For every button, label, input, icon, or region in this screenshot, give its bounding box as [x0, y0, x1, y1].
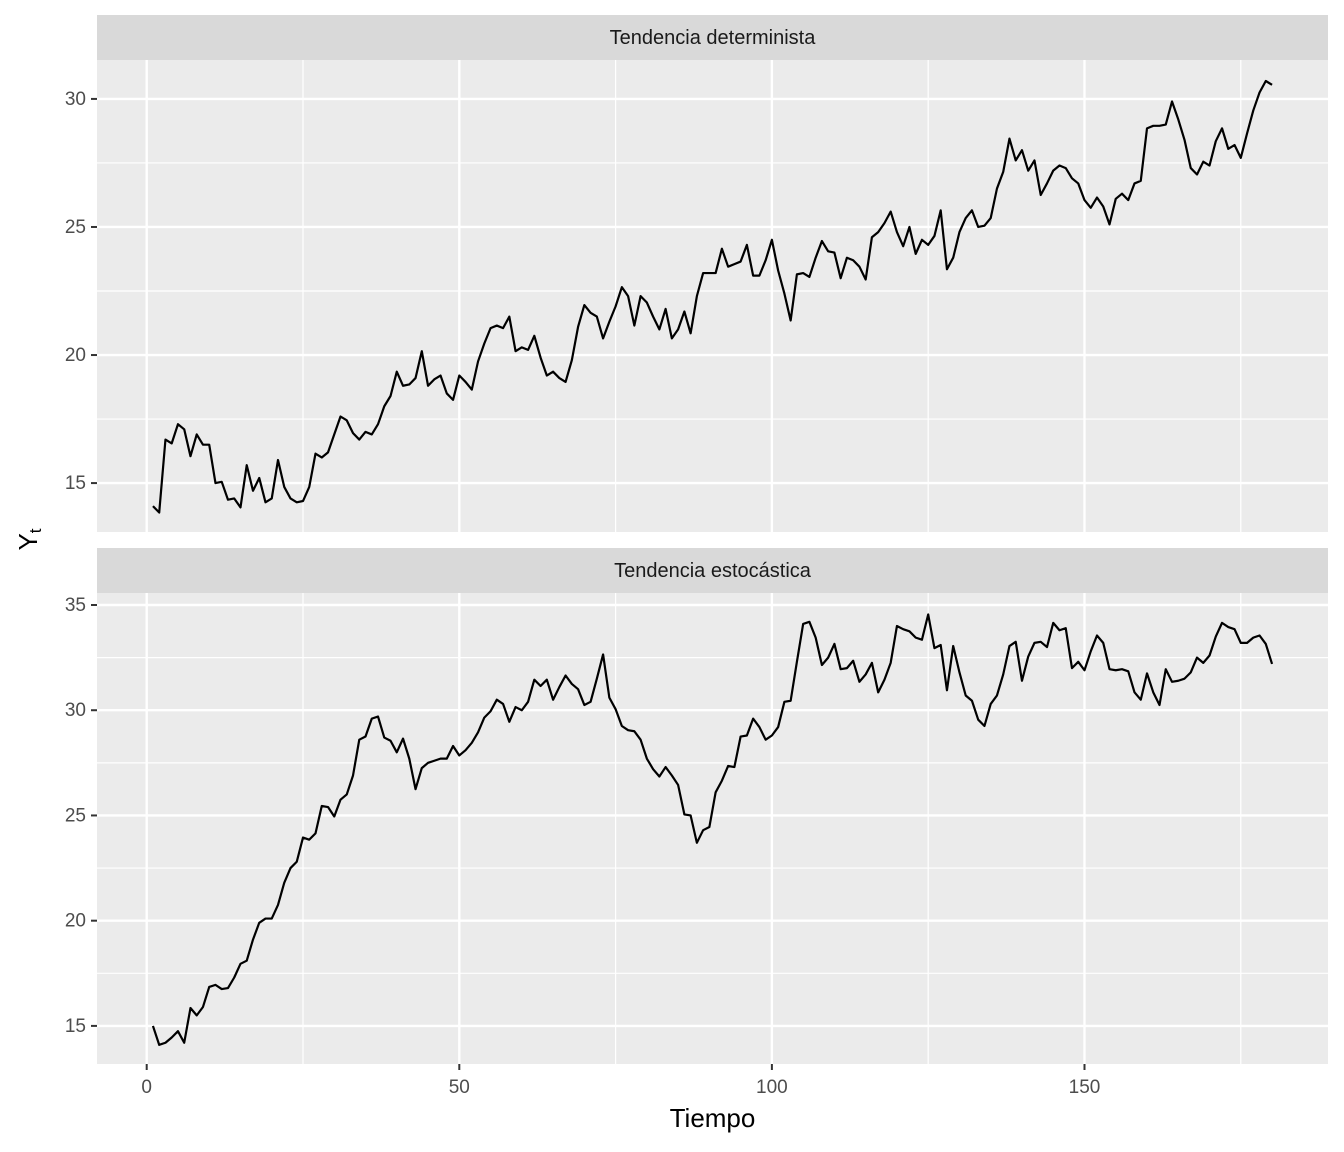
- y-tick-label: 30: [65, 700, 86, 721]
- strip-label: Tendencia determinista: [610, 27, 817, 49]
- x-tick-label: 100: [756, 1077, 788, 1098]
- panel-background: [97, 593, 1328, 1064]
- y-tick-label: 20: [65, 345, 86, 366]
- y-axis-title-main: Y: [13, 533, 43, 550]
- x-tick-label: 50: [449, 1077, 470, 1098]
- strip-background: [97, 548, 1328, 593]
- data-line: [151, 613, 1274, 1046]
- y-tick-label: 15: [65, 1016, 86, 1037]
- y-tick-label: 15: [65, 473, 86, 494]
- x-tick-label: 150: [1069, 1077, 1101, 1098]
- data-line: [152, 79, 1273, 514]
- y-tick-label: 25: [65, 805, 86, 826]
- y-tick-label: 25: [65, 217, 86, 238]
- panel-background: [97, 60, 1328, 532]
- y-tick-label: 20: [65, 911, 86, 932]
- strip-label: Tendencia estocástica: [614, 560, 812, 582]
- y-tick-label: 30: [65, 89, 86, 110]
- x-axis-title: Tiempo: [670, 1103, 756, 1133]
- strip-background: [97, 15, 1328, 60]
- y-axis-title: Yt: [13, 528, 46, 550]
- x-tick-label: 0: [141, 1077, 152, 1098]
- y-tick-label: 35: [65, 595, 86, 616]
- y-axis-title-subscript: t: [26, 528, 45, 533]
